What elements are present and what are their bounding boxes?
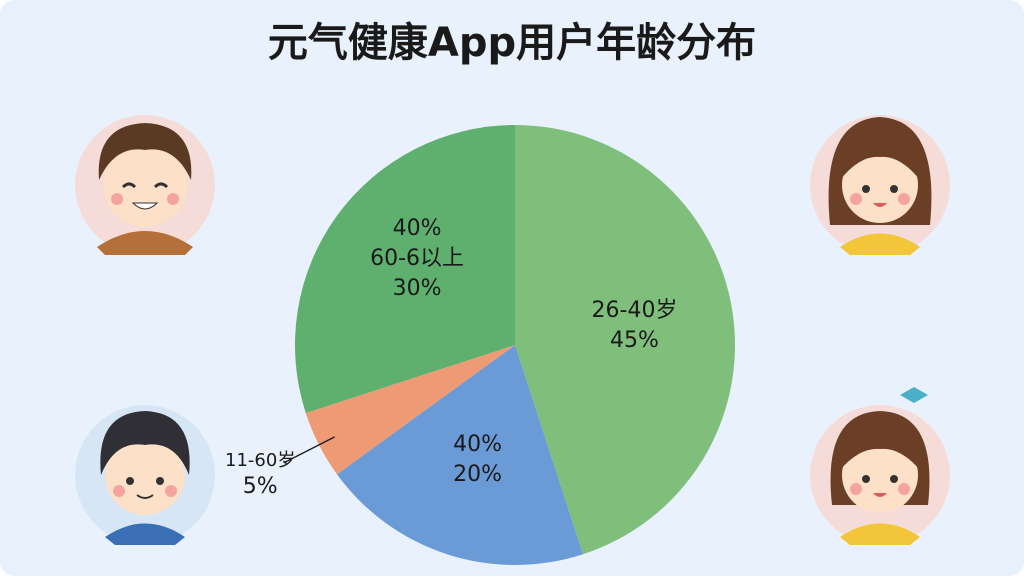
- avatar: [75, 405, 215, 545]
- pie-slice: [337, 345, 583, 565]
- avatar: [810, 387, 950, 545]
- annotation: 40%: [453, 432, 502, 457]
- value-label: 45%: [610, 328, 659, 353]
- pie-slice: [305, 345, 515, 475]
- slice-label: 26-40岁: [592, 298, 678, 323]
- label-arrow: [283, 436, 336, 464]
- pie-slice: [515, 125, 735, 555]
- avatar: [810, 115, 950, 255]
- value-label: 5%: [243, 474, 278, 499]
- value-label: 30%: [393, 276, 442, 301]
- value-label: 20%: [453, 462, 502, 487]
- slice-label: 60-6以上: [370, 246, 464, 271]
- pie-slice: [294, 124, 515, 413]
- annotation: 40%: [393, 216, 442, 241]
- slice-label: 11-60岁: [225, 450, 295, 471]
- avatars: [75, 115, 950, 545]
- chart-title: 元气健康App用户年龄分布: [268, 20, 756, 66]
- avatar: [75, 115, 215, 255]
